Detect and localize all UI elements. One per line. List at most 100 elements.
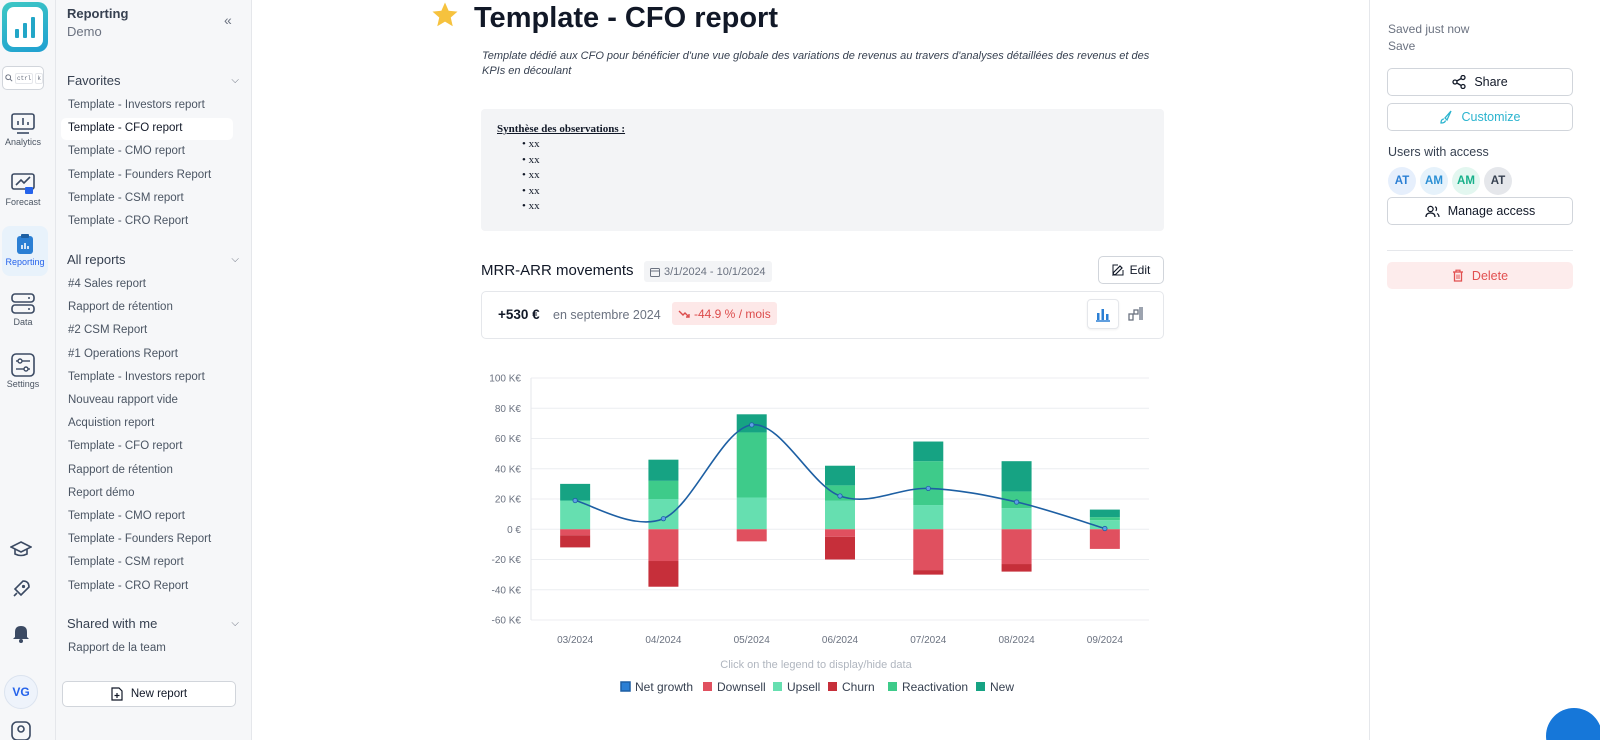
academy-button[interactable] <box>10 538 32 560</box>
report-actions-panel: Saved just now Save Share Customize User… <box>1369 0 1600 740</box>
net-growth-point <box>749 422 755 428</box>
settings-icon <box>11 353 35 377</box>
search-shortcut[interactable]: ctrl k <box>2 66 44 90</box>
bar-segment-new <box>648 459 679 481</box>
search-icon <box>5 74 13 82</box>
delete-button[interactable]: Delete <box>1387 262 1573 289</box>
kpi-change: -44.9 % / mois <box>694 306 771 321</box>
observation-item: xx <box>522 137 1148 153</box>
x-tick-label: 03/2024 <box>557 635 594 646</box>
sidebar-report-item[interactable]: Template - CSM report <box>68 191 184 204</box>
y-tick-label: 0 € <box>507 525 521 536</box>
forecast-icon <box>11 173 35 194</box>
app-logo[interactable] <box>2 2 48 52</box>
favorites-header[interactable]: Favorites ⌵ <box>67 73 239 88</box>
sidebar-report-item[interactable]: Rapport de rétention <box>68 463 173 476</box>
trash-icon <box>1452 269 1463 282</box>
users-icon <box>1425 205 1440 217</box>
rail-settings[interactable]: Settings <box>0 346 46 396</box>
sidebar-report-item[interactable]: Template - CFO report <box>61 118 233 141</box>
edit-label: Edit <box>1129 263 1151 277</box>
share-button[interactable]: Share <box>1387 68 1573 96</box>
all-reports-header[interactable]: All reports ⌵ <box>67 252 239 267</box>
customize-button[interactable]: Customize <box>1387 103 1573 131</box>
new-report-button[interactable]: New report <box>62 681 236 707</box>
favorite-star-icon[interactable] <box>430 0 460 30</box>
bar-view-toggle[interactable] <box>1087 299 1119 329</box>
save-status: Saved just now <box>1388 22 1470 36</box>
save-link[interactable]: Save <box>1388 39 1416 53</box>
legend-item[interactable]: Reactivation <box>902 680 968 694</box>
rail-label: Reporting <box>5 257 45 267</box>
bar-segment-churn <box>913 570 944 575</box>
user-avatar[interactable]: AT <box>1388 167 1416 195</box>
edit-icon <box>1111 264 1124 276</box>
brush-icon <box>1440 110 1453 124</box>
reporting-icon <box>17 234 33 254</box>
bar-segment-reactivation <box>825 485 855 501</box>
legend-item[interactable]: Churn <box>842 680 875 694</box>
y-tick-label: -20 K€ <box>492 555 522 566</box>
x-tick-label: 06/2024 <box>822 635 859 646</box>
sidebar-report-item[interactable]: Template - Founders Report <box>68 168 212 181</box>
bar-segment-reactivation <box>1089 517 1120 521</box>
sidebar-report-item[interactable]: Template - Investors report <box>68 99 205 111</box>
sidebar-report-item[interactable]: Template - CRO Report <box>68 215 189 227</box>
sidebar-report-item[interactable]: Template - CMO report <box>68 145 185 158</box>
icon-rail: ctrl k Analytics Forecast Reporting Data… <box>0 0 56 740</box>
sidebar-report-item[interactable]: Rapport de rétention <box>68 301 173 314</box>
bar-segment-downsell <box>825 529 855 537</box>
legend-item[interactable]: Downsell <box>717 680 766 694</box>
user-avatar[interactable]: AM <box>1452 167 1480 195</box>
kpi-change-badge: -44.9 % / mois <box>672 302 777 325</box>
sidebar-report-item[interactable]: Template - CFO report <box>68 440 183 453</box>
rail-reporting[interactable]: Reporting <box>2 226 48 276</box>
sidebar-report-item[interactable]: Report démo <box>68 486 135 499</box>
waterfall-view-toggle[interactable] <box>1120 299 1152 329</box>
sidebar-report-item[interactable]: Template - CSM report <box>68 556 184 569</box>
add-file-icon <box>111 687 123 701</box>
user-avatar[interactable]: AT <box>1484 167 1512 195</box>
user-avatar[interactable]: VG <box>4 675 38 709</box>
bar-segment-downsell <box>648 529 679 562</box>
waterfall-chart-icon <box>1128 307 1143 321</box>
rail-label: Settings <box>6 379 40 389</box>
legend-swatch <box>976 682 985 691</box>
kpi-period: en septembre 2024 <box>553 308 661 322</box>
sidebar-title: Reporting <box>67 6 129 21</box>
legend-item[interactable]: Net growth <box>635 680 693 694</box>
sidebar-report-item[interactable]: Template - Founders Report <box>68 533 212 546</box>
profile-button[interactable] <box>10 720 32 740</box>
shared-label: Shared with me <box>67 616 158 631</box>
user-avatar[interactable]: AM <box>1420 167 1448 195</box>
collapse-sidebar-icon[interactable]: « <box>224 12 232 28</box>
sidebar-report-item[interactable]: #2 CSM Report <box>68 324 148 337</box>
edit-button[interactable]: Edit <box>1098 256 1164 284</box>
legend-item[interactable]: Upsell <box>787 680 820 694</box>
rail-analytics[interactable]: Analytics <box>0 106 46 156</box>
rail-forecast[interactable]: Forecast <box>0 166 46 216</box>
onboarding-button[interactable] <box>10 578 32 600</box>
legend-item[interactable]: New <box>990 680 1014 694</box>
manage-access-button[interactable]: Manage access <box>1387 197 1573 225</box>
trend-down-icon <box>678 310 690 318</box>
legend-swatch <box>773 682 782 691</box>
sidebar-report-item[interactable]: Template - CRO Report <box>68 579 189 592</box>
notifications-button[interactable] <box>10 622 32 644</box>
observations-block[interactable]: Synthèse des observations : xxxxxxxxxx <box>481 109 1164 231</box>
page-title[interactable]: Template - CFO report <box>474 2 778 34</box>
report-description[interactable]: Template dédié aux CFO pour bénéficier d… <box>482 50 1150 77</box>
sidebar-report-item[interactable]: Template - CMO report <box>68 510 185 522</box>
shortcut-key: k <box>35 72 43 84</box>
sidebar-report-item[interactable]: Rapport de la team <box>68 642 166 654</box>
sidebar-report-item[interactable]: #4 Sales report <box>68 278 146 290</box>
sidebar-report-item[interactable]: Acquistion report <box>68 417 155 430</box>
graduation-cap-icon <box>10 541 32 557</box>
rail-label: Analytics <box>4 137 41 147</box>
rail-data[interactable]: Data <box>0 286 46 336</box>
sidebar-report-item[interactable]: Template - Investors report <box>68 370 205 383</box>
sidebar-report-item[interactable]: Nouveau rapport vide <box>68 394 178 406</box>
shared-header[interactable]: Shared with me ⌵ <box>67 616 239 631</box>
bar-segment-churn <box>1001 564 1032 572</box>
sidebar-report-item[interactable]: #1 Operations Report <box>68 347 178 360</box>
